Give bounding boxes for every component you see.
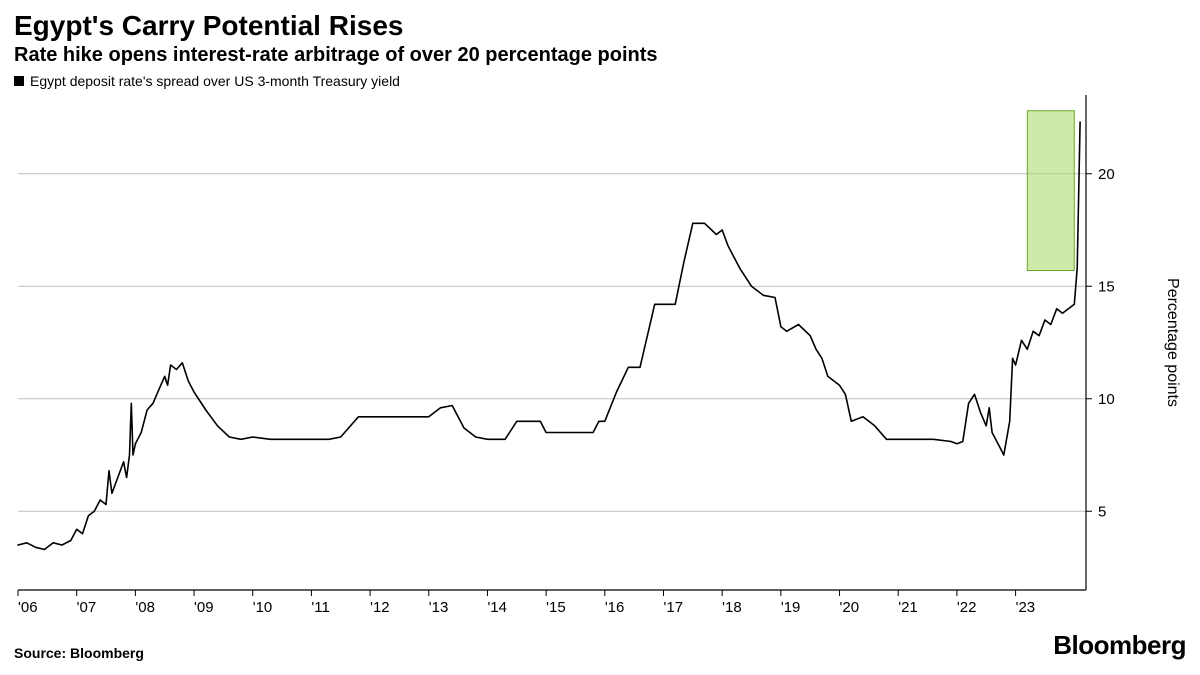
- svg-text:'13: '13: [429, 599, 449, 616]
- svg-text:'20: '20: [840, 599, 860, 616]
- svg-text:15: 15: [1098, 278, 1115, 295]
- legend-label: Egypt deposit rate's spread over US 3-mo…: [30, 73, 400, 89]
- chart-svg: 5 10 15 20 '06 '07 '08 '09 '10 '11 '12 '13 '14 '15 '16…: [14, 91, 1186, 624]
- svg-text:'16: '16: [605, 599, 625, 616]
- svg-text:'12: '12: [370, 599, 390, 616]
- svg-text:'10: '10: [253, 599, 273, 616]
- svg-text:'06: '06: [18, 599, 38, 616]
- chart-area: 5 10 15 20 '06 '07 '08 '09 '10 '11 '12 '13 '14 '15 '16…: [14, 91, 1186, 624]
- svg-text:20: 20: [1098, 166, 1115, 183]
- svg-text:5: 5: [1098, 503, 1106, 520]
- svg-text:'08: '08: [135, 599, 155, 616]
- svg-text:Percentage points: Percentage points: [1164, 278, 1181, 407]
- svg-text:'23: '23: [1016, 599, 1036, 616]
- svg-text:'09: '09: [194, 599, 214, 616]
- svg-text:'17: '17: [663, 599, 683, 616]
- svg-text:10: 10: [1098, 391, 1115, 408]
- legend-marker-icon: [14, 76, 24, 86]
- source-attribution: Source: Bloomberg: [14, 645, 144, 661]
- legend: Egypt deposit rate's spread over US 3-mo…: [14, 73, 1186, 89]
- svg-text:'15: '15: [546, 599, 566, 616]
- brand-logo: Bloomberg: [1053, 630, 1186, 661]
- svg-text:'19: '19: [781, 599, 801, 616]
- svg-text:'07: '07: [77, 599, 97, 616]
- chart-subtitle: Rate hike opens interest-rate arbitrage …: [14, 44, 1186, 67]
- svg-text:'21: '21: [898, 599, 918, 616]
- svg-text:'18: '18: [722, 599, 742, 616]
- svg-text:'14: '14: [487, 599, 507, 616]
- svg-text:'22: '22: [957, 599, 977, 616]
- chart-title: Egypt's Carry Potential Rises: [14, 10, 1186, 42]
- svg-text:'11: '11: [311, 599, 329, 616]
